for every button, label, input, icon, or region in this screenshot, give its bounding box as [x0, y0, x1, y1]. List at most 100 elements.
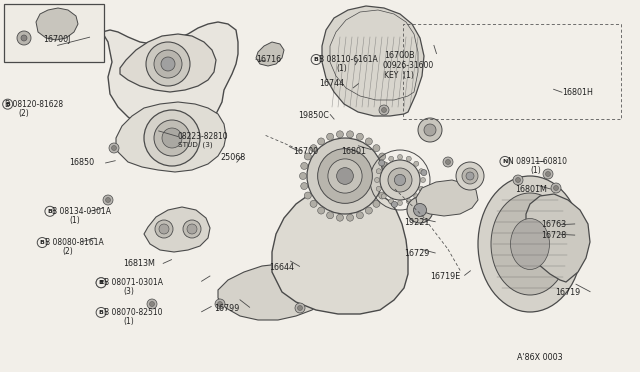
Text: E: E [99, 280, 103, 285]
Text: 16850: 16850 [69, 158, 94, 167]
Text: 08223-82810: 08223-82810 [178, 132, 228, 141]
Circle shape [154, 50, 182, 78]
Text: 16813M: 16813M [123, 259, 155, 268]
Circle shape [298, 305, 303, 311]
Circle shape [21, 35, 27, 41]
Circle shape [407, 197, 433, 223]
Circle shape [381, 194, 386, 199]
Circle shape [17, 31, 31, 45]
Circle shape [406, 199, 412, 204]
Text: (2): (2) [18, 109, 29, 118]
Circle shape [418, 118, 442, 142]
Circle shape [295, 303, 305, 313]
Circle shape [379, 192, 386, 199]
Text: 25068: 25068 [221, 153, 246, 162]
Circle shape [513, 175, 523, 185]
Text: B: B [314, 57, 319, 62]
Text: B: B [99, 280, 104, 285]
Circle shape [515, 177, 520, 183]
Circle shape [187, 224, 197, 234]
Circle shape [347, 214, 353, 221]
Text: 16716: 16716 [256, 55, 281, 64]
Circle shape [388, 156, 394, 161]
Circle shape [326, 133, 333, 140]
Circle shape [300, 173, 307, 180]
Polygon shape [116, 102, 226, 172]
Circle shape [420, 177, 426, 183]
Circle shape [443, 157, 453, 167]
Circle shape [337, 168, 353, 185]
Polygon shape [416, 180, 478, 216]
Text: B: B [5, 102, 10, 107]
Text: 16763: 16763 [541, 220, 566, 229]
Circle shape [347, 131, 353, 138]
Text: 16644: 16644 [269, 263, 294, 272]
Text: 16700B: 16700B [384, 51, 415, 60]
Circle shape [215, 299, 225, 309]
Circle shape [545, 171, 550, 176]
Circle shape [311, 55, 321, 64]
Circle shape [106, 198, 111, 202]
Circle shape [388, 168, 412, 192]
Circle shape [392, 201, 397, 207]
Circle shape [551, 183, 561, 193]
Text: N 08911-60810: N 08911-60810 [508, 157, 566, 166]
Circle shape [103, 195, 113, 205]
Circle shape [310, 201, 317, 207]
Text: N: N [502, 159, 508, 164]
Circle shape [317, 138, 324, 145]
Circle shape [146, 42, 190, 86]
Text: (3): (3) [123, 287, 134, 296]
Circle shape [162, 128, 182, 148]
Text: 16729: 16729 [404, 249, 430, 258]
Circle shape [374, 177, 380, 183]
Text: 16744: 16744 [319, 79, 344, 88]
Text: B 08071-0301A: B 08071-0301A [104, 278, 163, 287]
Circle shape [394, 174, 406, 186]
Text: B 08080-8161A: B 08080-8161A [45, 238, 104, 247]
Circle shape [543, 169, 553, 179]
Circle shape [356, 133, 364, 140]
Circle shape [45, 206, 55, 216]
Circle shape [414, 194, 419, 199]
Text: (1): (1) [123, 317, 134, 326]
Text: A'86X 0003: A'86X 0003 [517, 353, 563, 362]
Circle shape [310, 145, 317, 152]
Text: 16719E: 16719E [430, 272, 460, 280]
Text: 16719: 16719 [556, 288, 580, 297]
Circle shape [3, 99, 13, 109]
Ellipse shape [478, 176, 582, 312]
Circle shape [381, 161, 386, 166]
Circle shape [500, 157, 510, 166]
Circle shape [159, 224, 169, 234]
Polygon shape [120, 34, 216, 92]
Circle shape [419, 186, 424, 191]
Circle shape [111, 145, 116, 151]
Text: B: B [47, 209, 52, 214]
Circle shape [109, 143, 119, 153]
Text: B 08134-0301A: B 08134-0301A [52, 207, 111, 216]
Circle shape [406, 156, 412, 161]
Circle shape [96, 278, 106, 288]
Circle shape [373, 201, 380, 207]
Circle shape [365, 207, 372, 214]
Circle shape [414, 161, 419, 166]
Polygon shape [526, 194, 590, 282]
Bar [4, 4, 104, 62]
Circle shape [356, 212, 364, 219]
Circle shape [307, 138, 383, 214]
Circle shape [445, 160, 451, 164]
Circle shape [96, 308, 106, 317]
Circle shape [304, 153, 311, 160]
Circle shape [456, 162, 484, 190]
Circle shape [381, 108, 387, 112]
Polygon shape [218, 264, 326, 320]
Text: B 08120-81628: B 08120-81628 [5, 100, 63, 109]
Circle shape [379, 153, 386, 160]
Text: 16801H: 16801H [562, 88, 593, 97]
Circle shape [147, 299, 157, 309]
Text: B: B [99, 310, 104, 315]
Circle shape [419, 169, 424, 174]
Text: 16799: 16799 [214, 304, 240, 312]
Circle shape [301, 183, 308, 190]
